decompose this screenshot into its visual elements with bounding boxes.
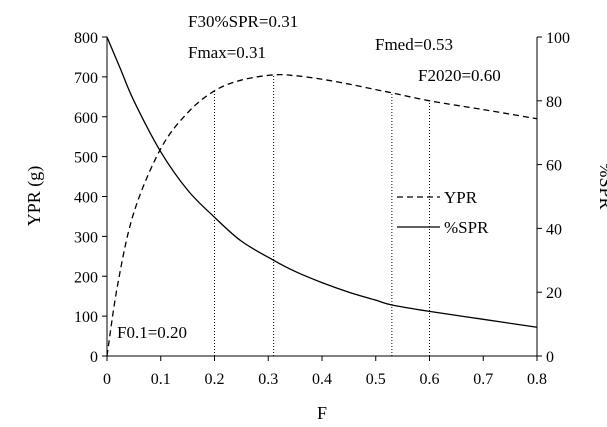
y-tick-label: 300 — [74, 229, 98, 246]
x-tick-label: 0.8 — [527, 371, 547, 388]
annotation-fmax: Fmax=0.31 — [188, 43, 266, 62]
legend-ypr-label: YPR — [444, 188, 478, 207]
y-axis-left-label: YPR (g) — [24, 166, 45, 227]
annotation-f01: F0.1=0.20 — [117, 323, 187, 342]
annotation-f2020: F2020=0.60 — [418, 66, 501, 85]
annotation-f30spr: F30%SPR=0.31 — [188, 12, 298, 31]
x-tick-label: 0.6 — [420, 371, 440, 388]
y-tick-label: 400 — [74, 190, 98, 207]
y2-tick-label: 0 — [546, 349, 554, 366]
y-tick-label: 800 — [74, 30, 98, 47]
y2-tick-label: 40 — [546, 221, 562, 238]
reference-lines — [214, 74, 430, 356]
x-tick-label: 0.7 — [473, 371, 493, 388]
legend-spr-label: %SPR — [444, 218, 489, 237]
y-axis-right-label: %SPR — [596, 162, 607, 209]
y2-tick-label: 100 — [546, 30, 570, 47]
y-tick-label: 100 — [74, 309, 98, 326]
y-tick-label: 0 — [90, 349, 98, 366]
x-tick-label: 0 — [103, 371, 111, 388]
legend: YPR %SPR — [397, 188, 489, 237]
series — [106, 36, 538, 357]
y-tick-label: 600 — [74, 110, 98, 127]
y2-tick-label: 20 — [546, 285, 562, 302]
series-spr-line — [106, 36, 538, 328]
x-tick-label: 0.3 — [258, 371, 278, 388]
y2-tick-label: 60 — [546, 158, 562, 175]
y-tick-label: 500 — [74, 150, 98, 167]
x-tick-label: 0.1 — [151, 371, 171, 388]
series-ypr-line — [106, 73, 538, 357]
x-tick-label: 0.4 — [312, 371, 332, 388]
x-tick-label: 0.2 — [205, 371, 225, 388]
ticks: 0 0.1 0.2 0.3 0.4 0.5 0.6 0.7 0.8010020030040050… — [74, 30, 570, 388]
y-tick-label: 700 — [74, 70, 98, 87]
annotation-fmed: Fmed=0.53 — [375, 35, 453, 54]
x-tick-label: 0.5 — [366, 371, 386, 388]
x-axis-label: F — [317, 403, 327, 423]
y2-tick-label: 80 — [546, 94, 562, 111]
y-tick-label: 200 — [74, 269, 98, 286]
